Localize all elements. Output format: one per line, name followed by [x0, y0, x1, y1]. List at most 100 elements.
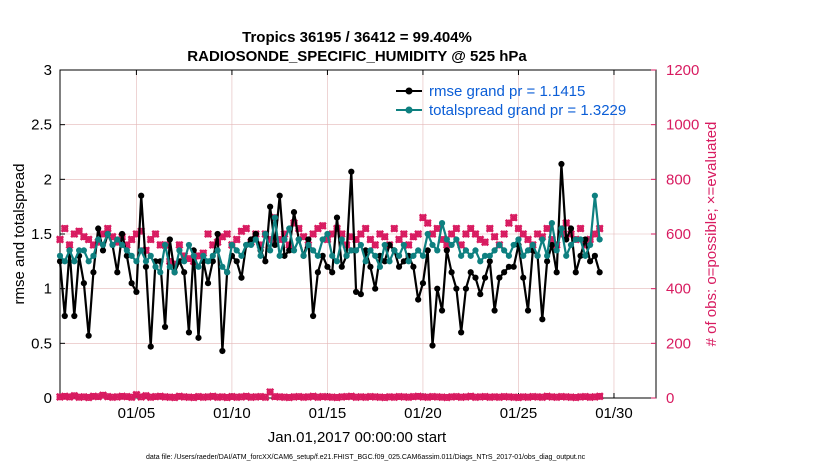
- series-point-1: [85, 258, 92, 265]
- series-point-1: [209, 252, 216, 259]
- series-point-1: [157, 269, 164, 276]
- series-point-0: [161, 323, 169, 331]
- series-point-0: [348, 168, 355, 175]
- series-point-1: [434, 247, 441, 254]
- series-point-0: [553, 269, 560, 276]
- obs-evaluated-marker: [452, 224, 461, 233]
- series-point-0: [486, 258, 493, 265]
- series-point-1: [262, 230, 269, 238]
- series-point-1: [252, 236, 259, 243]
- legend-spread-marker: [405, 106, 413, 114]
- series-point-1: [333, 258, 341, 265]
- series-point-0: [142, 263, 150, 270]
- series-point-1: [572, 236, 579, 243]
- x-tick-label: 01/20: [404, 405, 442, 422]
- series-point-0: [85, 332, 92, 339]
- series-point-1: [204, 258, 212, 265]
- series-point-1: [247, 241, 255, 249]
- series-point-0: [572, 269, 579, 276]
- obs-evaluated-marker: [380, 232, 389, 241]
- series-point-0: [577, 252, 584, 259]
- series-point-0: [219, 347, 226, 355]
- series-point-1: [123, 247, 130, 254]
- series-point-1: [276, 252, 283, 259]
- series-point-1: [395, 252, 403, 259]
- obs-evaluated-marker: [223, 229, 232, 239]
- series-point-0: [90, 269, 97, 276]
- series-point-1: [520, 252, 527, 259]
- series-point-1: [300, 252, 307, 259]
- series-point-1: [257, 252, 264, 259]
- series-point-1: [376, 263, 384, 270]
- series-point-1: [314, 252, 321, 259]
- series-point-0: [305, 236, 312, 243]
- obs-evaluated-marker: [543, 224, 552, 233]
- series-point-0: [310, 312, 317, 320]
- series-point-1: [295, 236, 302, 243]
- series-point-1: [362, 258, 369, 265]
- series-point-0: [510, 263, 517, 270]
- series-point-1: [467, 252, 474, 259]
- series-point-1: [357, 241, 364, 249]
- series-point-0: [419, 280, 427, 287]
- series-point-0: [520, 274, 527, 281]
- series-point-0: [567, 225, 575, 232]
- series-point-1: [66, 247, 73, 254]
- series-point-0: [252, 230, 259, 238]
- series-point-0: [80, 280, 87, 287]
- series-point-0: [324, 263, 331, 270]
- series-point-1: [391, 247, 398, 254]
- series-point-0: [367, 263, 374, 270]
- obs-evaluated-marker: [423, 219, 432, 228]
- series-point-1: [128, 252, 135, 259]
- series-point-0: [501, 269, 508, 276]
- series-point-1: [90, 252, 97, 259]
- obs-evaluated-marker: [361, 224, 370, 233]
- obs-evaluated-marker: [433, 224, 442, 233]
- series-point-0: [544, 258, 551, 265]
- series-point-1: [190, 252, 197, 259]
- obs-evaluated-marker: [175, 240, 184, 249]
- series-point-1: [419, 252, 427, 259]
- series-point-0: [281, 252, 288, 259]
- series-point-0: [286, 247, 293, 254]
- series-point-1: [99, 241, 107, 249]
- series-point-0: [477, 291, 484, 298]
- series-point-1: [415, 247, 422, 254]
- y-tick-label-right: 1200: [666, 62, 699, 79]
- series-point-0: [338, 263, 345, 270]
- series-point-0: [448, 269, 455, 276]
- y-tick-label-left: 1.5: [31, 226, 52, 243]
- series-point-1: [381, 241, 388, 249]
- series-point-0: [443, 247, 450, 254]
- series-point-1: [367, 247, 374, 254]
- series-point-1: [238, 252, 245, 259]
- series-point-1: [152, 263, 159, 270]
- series-point-1: [481, 252, 489, 259]
- series-point-0: [357, 291, 364, 298]
- legend-spread-label: totalspread grand pr = 1.3229: [429, 102, 626, 119]
- series-point-0: [381, 258, 388, 265]
- series-point-0: [467, 269, 474, 276]
- series-point-0: [505, 263, 513, 270]
- series-point-0: [118, 230, 126, 238]
- series-point-1: [438, 219, 446, 227]
- series-point-1: [195, 263, 202, 270]
- series-point-1: [56, 252, 64, 259]
- y-tick-label-left: 0: [44, 390, 52, 407]
- series-point-1: [310, 247, 317, 254]
- series-point-1: [486, 252, 493, 259]
- y-tick-label-right: 0: [666, 390, 674, 407]
- series-point-0: [290, 209, 298, 216]
- series-point-1: [286, 225, 293, 232]
- x-tick-label: 01/10: [213, 405, 251, 422]
- series-point-1: [558, 225, 565, 232]
- series-point-0: [95, 225, 102, 232]
- series-point-1: [329, 252, 336, 259]
- series-point-1: [343, 252, 350, 259]
- obs-evaluated-marker: [371, 240, 380, 249]
- series-point-1: [290, 247, 298, 254]
- series-point-0: [429, 342, 436, 349]
- series-point-1: [372, 252, 379, 259]
- series-point-1: [243, 241, 250, 249]
